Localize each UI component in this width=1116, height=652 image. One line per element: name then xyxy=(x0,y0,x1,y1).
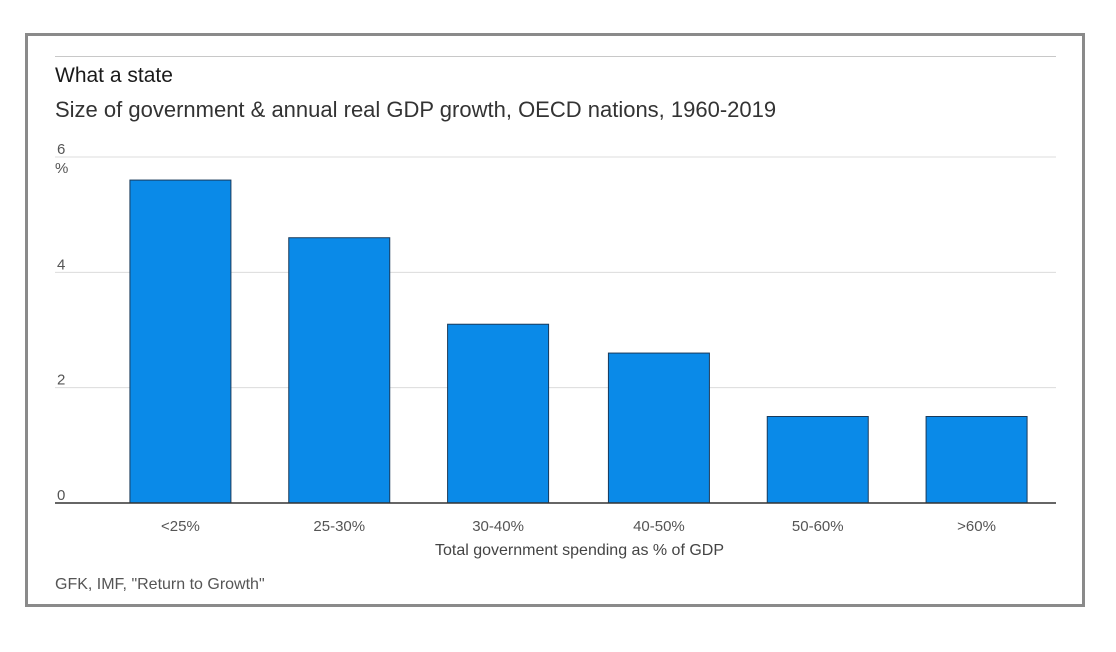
chart-frame: What a state Size of government & annual… xyxy=(25,33,1085,607)
x-tick-label: 25-30% xyxy=(313,518,365,535)
bar xyxy=(129,179,232,504)
bar xyxy=(925,416,1028,504)
chart-title: What a state xyxy=(55,64,173,87)
y-tick-label: 0 xyxy=(57,487,65,504)
x-tick-label: 30-40% xyxy=(472,518,524,535)
bar xyxy=(288,237,391,504)
x-tick-label: <25% xyxy=(161,518,200,535)
x-axis-title: Total government spending as % of GDP xyxy=(435,542,724,559)
bar xyxy=(447,323,550,504)
bar-chart: 0 2 4 6% <25% 25-30% 30-40% 40-50% 50-60% >60% Tot… xyxy=(55,141,1056,559)
chart-source: GFK, IMF, "Return to Growth" xyxy=(55,576,265,593)
y-axis-unit: % xyxy=(55,160,68,177)
x-tick-label: 50-60% xyxy=(792,518,844,535)
x-tick-label: >60% xyxy=(957,518,996,535)
bar xyxy=(766,416,869,504)
y-tick-label: 4 xyxy=(57,256,65,273)
chart-subtitle: Size of government & annual real GDP gro… xyxy=(55,97,777,122)
x-tick-label: 40-50% xyxy=(633,518,685,535)
bar xyxy=(607,352,710,504)
top-rule xyxy=(55,56,1056,57)
y-tick-label: 6 xyxy=(57,141,65,158)
y-tick-label: 2 xyxy=(57,372,65,389)
